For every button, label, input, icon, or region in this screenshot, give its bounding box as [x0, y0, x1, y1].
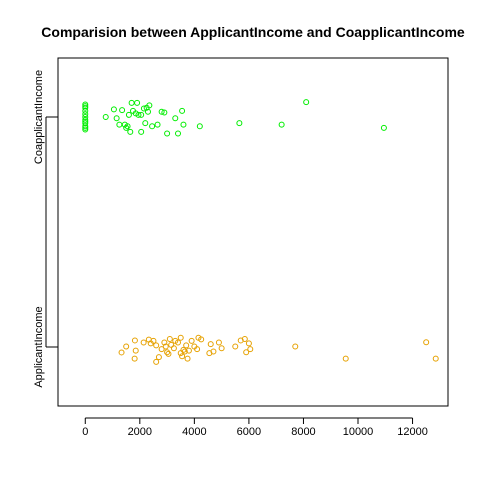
x-tick-label: 12000 — [397, 426, 428, 438]
data-point — [162, 343, 169, 350]
data-point — [127, 128, 134, 135]
data-point — [236, 120, 243, 127]
data-point — [243, 349, 250, 356]
data-point — [150, 337, 157, 344]
data-point — [166, 336, 173, 342]
data-point — [172, 115, 179, 122]
data-point — [241, 336, 248, 342]
data-point — [125, 111, 132, 118]
data-point — [184, 355, 191, 362]
data-point — [140, 339, 147, 346]
data-point — [155, 354, 162, 361]
data-point — [292, 343, 299, 350]
data-point — [153, 358, 160, 365]
data-point — [131, 355, 138, 362]
data-point — [138, 111, 145, 118]
data-point — [380, 124, 387, 131]
data-point — [158, 346, 165, 353]
y-category-label: CoapplicantIncome — [33, 70, 45, 164]
data-point — [140, 105, 147, 112]
data-point — [170, 345, 177, 352]
data-point — [185, 347, 192, 354]
data-point — [146, 102, 153, 109]
plot-box — [57, 57, 449, 407]
x-tick-label: 8000 — [291, 426, 315, 438]
data-point — [138, 128, 145, 135]
data-point — [102, 114, 109, 120]
data-point — [215, 339, 222, 346]
chart-title: Comparision between ApplicantIncome and … — [41, 24, 465, 40]
x-tick-label: 10000 — [343, 426, 374, 438]
data-point — [179, 107, 186, 114]
data-point — [161, 339, 168, 346]
y-axis: ApplicantIncome CoapplicantIncome — [33, 70, 58, 388]
data-point — [164, 130, 171, 137]
data-point — [82, 118, 89, 125]
data-point — [118, 349, 125, 356]
data-point — [154, 121, 161, 128]
data-point — [124, 123, 131, 130]
y-category-label: ApplicantIncome — [33, 306, 45, 387]
data-point — [119, 107, 126, 114]
x-tick-label: 4000 — [182, 426, 206, 438]
data-point — [423, 339, 430, 346]
data-point — [179, 353, 186, 360]
data-point — [194, 346, 201, 353]
data-point — [161, 109, 168, 116]
data-point — [110, 106, 117, 113]
data-point — [123, 343, 130, 350]
data-point — [175, 339, 181, 346]
data-point — [153, 342, 160, 349]
data-point — [145, 108, 151, 115]
data-point — [177, 334, 184, 341]
data-point — [210, 348, 217, 355]
data-point — [247, 346, 254, 353]
data-point — [82, 103, 89, 110]
data-point — [342, 355, 349, 362]
data-point — [158, 108, 165, 115]
data-point — [82, 124, 89, 131]
data-point — [196, 123, 203, 130]
data-point — [135, 111, 142, 118]
data-point — [188, 337, 195, 344]
x-tick-label: 6000 — [237, 426, 261, 438]
data-point — [142, 120, 149, 127]
x-tick-label: 0 — [82, 426, 88, 438]
data-point — [183, 342, 190, 349]
data-point — [218, 345, 225, 352]
data-point — [132, 347, 139, 354]
data-point — [82, 111, 89, 118]
data-point — [198, 336, 205, 343]
x-axis: 0 2000 4000 6000 8000 10000 12000 — [82, 417, 428, 438]
data-point — [175, 130, 181, 137]
data-point — [131, 337, 138, 344]
data-point — [303, 99, 310, 106]
data-point — [82, 114, 89, 120]
data-point — [180, 346, 187, 353]
data-point — [181, 348, 188, 355]
data-point — [149, 123, 156, 130]
data-point — [245, 340, 252, 347]
data-point — [232, 343, 239, 350]
data-point — [123, 124, 130, 131]
data-point — [165, 350, 172, 357]
data-point — [134, 99, 141, 106]
data-point — [113, 115, 120, 122]
data-point — [164, 349, 171, 356]
data-point — [180, 121, 187, 128]
data-point — [432, 355, 439, 362]
data-point — [278, 121, 285, 128]
data-point — [207, 341, 214, 348]
x-tick-label: 2000 — [128, 426, 152, 438]
data-points — [82, 99, 439, 365]
